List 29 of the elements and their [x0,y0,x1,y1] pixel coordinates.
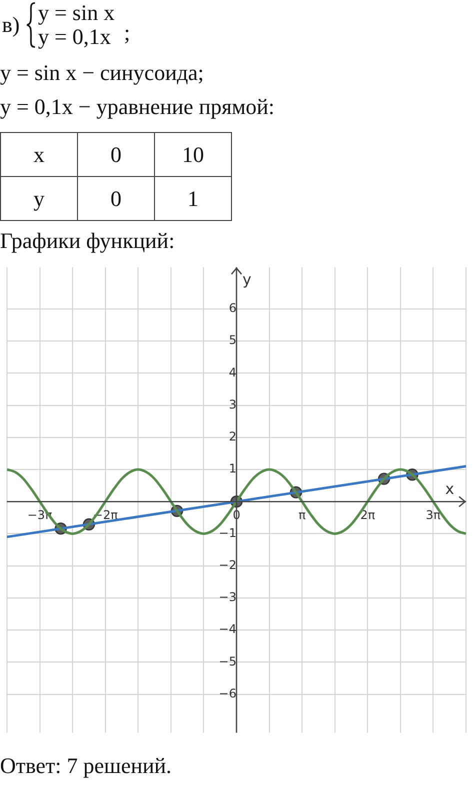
x-tick-label: π [298,508,306,522]
y-tick-label: −5 [218,654,236,668]
text: y = 0,1x − уравнение прямой: [0,94,275,119]
text: Ответ: 7 решений. [0,753,172,778]
y-tick-label: −3 [218,590,236,604]
text: ; [124,20,130,45]
x-tick-label: 3π [426,508,441,522]
text: в) [2,12,20,37]
text: x [0,132,78,176]
y-tick-label: 6 [228,301,236,316]
text: 0 [78,132,154,176]
text: y = sin x − синусоида; [0,60,204,85]
text: 0 [78,176,154,220]
y-tick-label: −2 [218,558,236,572]
y-axis-title: y [242,270,252,289]
y-tick-label: 4 [228,365,236,380]
y-tick-label: 1 [228,462,236,476]
text: y = sin x [38,0,115,25]
text: 10 [154,132,232,176]
x-axis-title: x [445,480,454,498]
y-tick-label: −6 [218,686,236,700]
y-tick-label: −1 [218,526,236,540]
chart-title: Графики функций: [0,228,175,253]
text: y [0,176,78,220]
y-tick-label: −4 [218,622,236,636]
text: y = 0,1x [38,24,111,49]
y-tick-label: 3 [228,397,236,412]
y-tick-label: 5 [228,333,236,348]
y-tick-label: 2 [228,430,236,444]
